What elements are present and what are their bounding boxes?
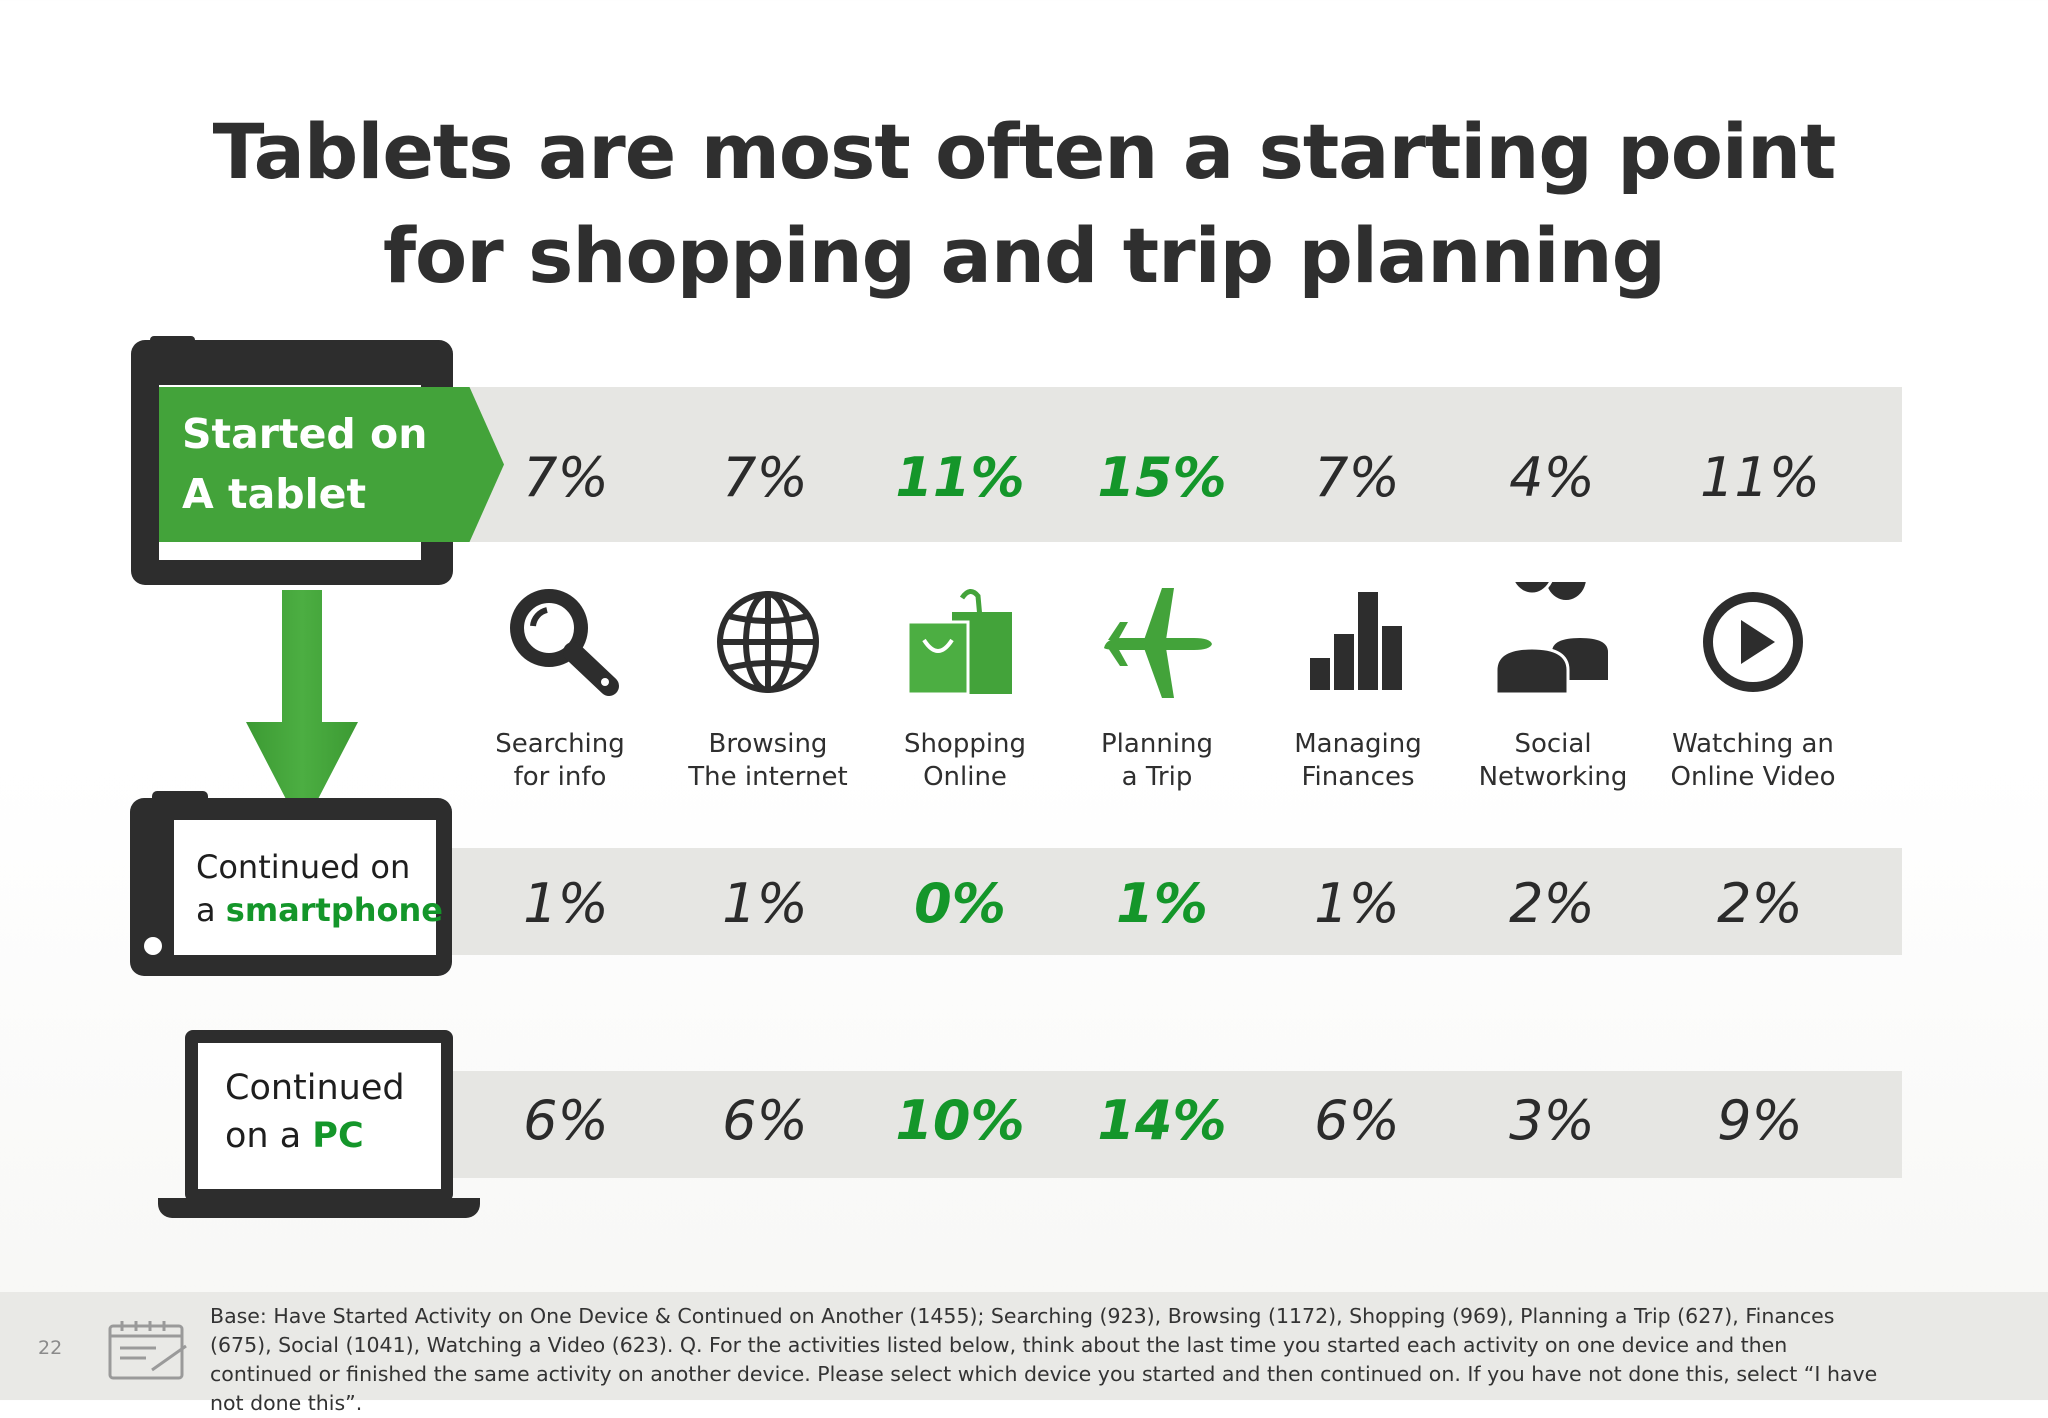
value-pc-3: 10% bbox=[895, 1089, 1025, 1152]
value-smartphone-2: 1% bbox=[722, 872, 808, 935]
pc-label-prefix: on a bbox=[225, 1116, 313, 1156]
value-pc-6: 3% bbox=[1509, 1089, 1595, 1152]
activity-label-planning: Planning a Trip bbox=[1057, 728, 1257, 794]
phone-home-button bbox=[144, 937, 162, 955]
smartphone-label: Continued on a smartphone bbox=[196, 846, 443, 932]
value-pc-5: 6% bbox=[1314, 1089, 1400, 1152]
started-banner bbox=[159, 387, 504, 542]
value-smartphone-7: 2% bbox=[1717, 872, 1803, 935]
pc-label-line-1: Continued bbox=[225, 1068, 405, 1108]
airplane-icon bbox=[1104, 588, 1212, 698]
activity-label-line-1: Planning bbox=[1101, 729, 1213, 759]
smartphone-screen bbox=[174, 820, 436, 955]
activity-label-line-1: Watching an bbox=[1672, 729, 1834, 759]
value-pc-7: 9% bbox=[1717, 1089, 1803, 1152]
notepad-pen-icon bbox=[108, 1321, 187, 1380]
bar-chart-icon bbox=[1310, 592, 1402, 690]
activity-label-line-1: Searching bbox=[495, 729, 625, 759]
smartphone-label-line-2: a smartphone bbox=[196, 889, 443, 932]
activity-label-line-1: Shopping bbox=[903, 729, 1027, 759]
magnifier-icon bbox=[510, 589, 619, 696]
activity-label-line-1: Managing bbox=[1294, 729, 1422, 759]
smartphone-label-highlight: smartphone bbox=[225, 891, 443, 929]
play-icon bbox=[1703, 592, 1803, 692]
value-tablet-7: 11% bbox=[1699, 446, 1821, 509]
activity-label-line-1: Social bbox=[1514, 729, 1592, 759]
value-pc-4: 14% bbox=[1097, 1089, 1227, 1152]
footnote-text: Base: Have Started Activity on One Devic… bbox=[210, 1304, 1878, 1415]
activity-label-line-2: for info bbox=[513, 762, 607, 792]
value-tablet-2: 7% bbox=[722, 446, 808, 509]
activity-label-line-2: Networking bbox=[1478, 762, 1628, 792]
activity-label-line-2: Finances bbox=[1301, 762, 1415, 792]
activity-label-video: Watching an Online Video bbox=[1653, 728, 1853, 794]
shopping-bag-icon bbox=[906, 589, 1012, 696]
activity-label-shopping: Shopping Online bbox=[865, 728, 1065, 794]
value-smartphone-5: 1% bbox=[1314, 872, 1400, 935]
value-tablet-5: 7% bbox=[1314, 446, 1400, 509]
activity-label-line-2: a Trip bbox=[1121, 762, 1193, 792]
value-smartphone-3: 0% bbox=[914, 872, 1006, 935]
activity-label-line-2: Online bbox=[923, 762, 1007, 792]
globe-icon bbox=[717, 591, 819, 693]
smartphone-label-line-1: Continued on bbox=[196, 848, 411, 886]
pc-label-line-2: on a PC bbox=[225, 1112, 405, 1160]
title-line-1: Tablets are most often a starting point bbox=[212, 107, 1837, 196]
value-tablet-1: 7% bbox=[523, 446, 609, 509]
title-line-2: for shopping and trip planning bbox=[382, 211, 1666, 300]
value-tablet-4: 15% bbox=[1097, 446, 1227, 509]
started-label-line-2: A tablet bbox=[182, 470, 367, 518]
pc-label: Continued on a PC bbox=[225, 1064, 405, 1160]
tablet-row-band bbox=[450, 387, 1902, 542]
pc-row-band bbox=[450, 1071, 1902, 1178]
started-label-line-1: Started on bbox=[182, 410, 428, 458]
activity-label-searching: Searching for info bbox=[460, 728, 660, 794]
started-label: Started on A tablet bbox=[182, 404, 427, 524]
value-smartphone-1: 1% bbox=[523, 872, 609, 935]
people-icon bbox=[1494, 582, 1608, 696]
activity-label-browsing: Browsing The internet bbox=[668, 728, 868, 794]
activity-label-social: Social Networking bbox=[1453, 728, 1653, 794]
laptop-screen bbox=[198, 1043, 441, 1189]
activity-label-line-2: The internet bbox=[688, 762, 848, 792]
value-tablet-6: 4% bbox=[1509, 446, 1595, 509]
page-number: 22 bbox=[38, 1337, 63, 1359]
smartphone-row-band bbox=[450, 848, 1902, 955]
page-title: Tablets are most often a starting point … bbox=[0, 100, 2048, 308]
laptop-base bbox=[158, 1198, 480, 1218]
value-smartphone-4: 1% bbox=[1116, 872, 1208, 935]
activity-label-finances: Managing Finances bbox=[1258, 728, 1458, 794]
footer-bar bbox=[0, 1292, 2048, 1400]
activity-label-line-1: Browsing bbox=[708, 729, 828, 759]
value-smartphone-6: 2% bbox=[1509, 872, 1595, 935]
value-pc-1: 6% bbox=[523, 1089, 609, 1152]
down-arrow-icon bbox=[246, 590, 358, 830]
activity-label-line-2: Online Video bbox=[1670, 762, 1836, 792]
value-pc-2: 6% bbox=[722, 1089, 808, 1152]
value-tablet-3: 11% bbox=[895, 446, 1025, 509]
pc-label-highlight: PC bbox=[312, 1116, 364, 1156]
smartphone-label-prefix: a bbox=[196, 891, 226, 929]
